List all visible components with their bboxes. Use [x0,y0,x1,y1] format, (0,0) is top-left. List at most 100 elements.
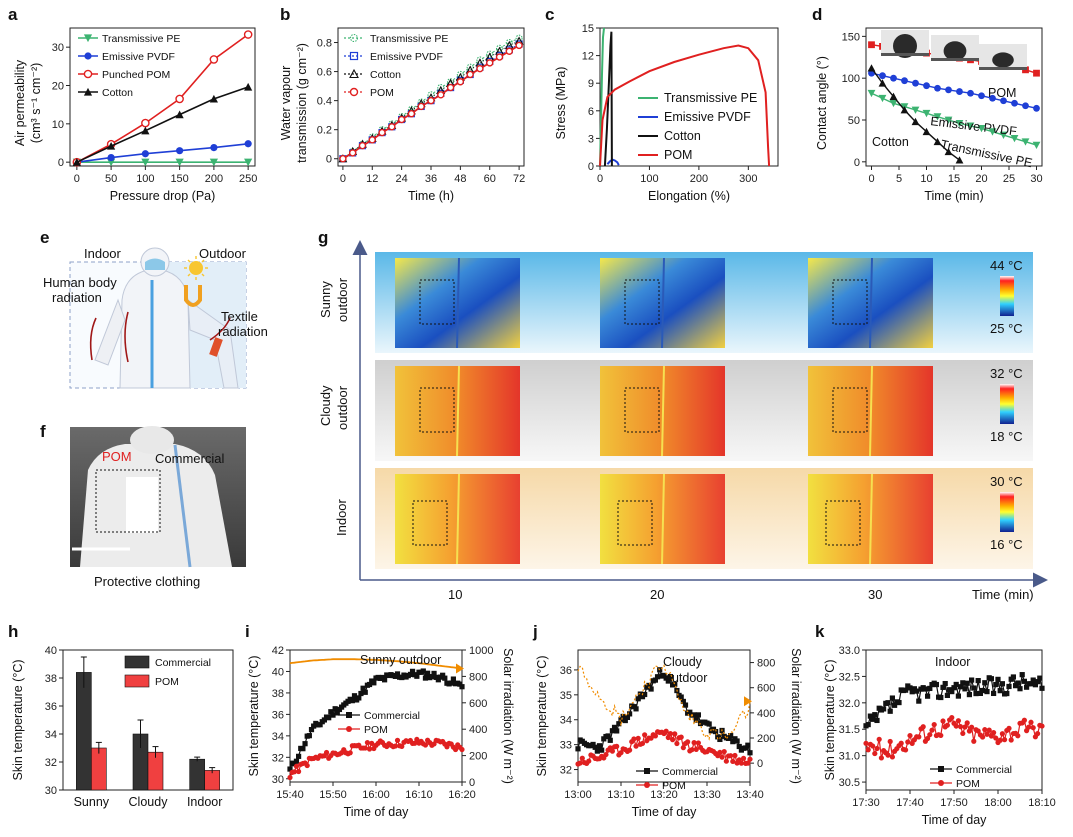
i-title: Sunny outdoor [360,653,441,667]
i-point [422,742,429,748]
k-point [892,702,898,708]
k-point [951,685,957,691]
thermal-pom-box [624,279,660,325]
k-xtick-label: 17:50 [940,797,968,809]
k-point [1030,677,1036,683]
k-point [1032,682,1038,688]
i-right-ytick-label: 800 [469,671,487,683]
c-plot-frame [599,27,779,167]
d-point [1033,104,1040,112]
b-point [348,149,357,157]
i-point [366,681,373,688]
j-point [693,717,699,723]
k-point [903,687,909,693]
a-legend-marker [84,52,92,60]
textile-radiation-label-1: Textile [221,309,258,324]
thermal-pom-box [832,387,868,433]
k-point [1015,680,1021,686]
droplet-icon [893,34,917,58]
panel-label-j: j [532,622,538,641]
i-point [304,762,310,769]
d-point [923,82,930,90]
i-point [358,690,364,697]
suit-visor [145,258,165,270]
j-point [713,728,719,735]
k-point [988,676,994,682]
b-point [466,63,474,71]
b-xtick-label: 12 [366,173,378,185]
k-point [940,718,946,724]
a-point [72,158,81,166]
i-point [323,749,330,756]
k-point [980,734,986,740]
k-point [931,721,937,728]
i-ytick-label: 42 [272,645,284,657]
i-point [435,677,441,683]
k-point [1035,679,1041,685]
j-point [596,743,603,749]
a-point [175,158,184,167]
k-point [1021,678,1027,684]
panel-label-h: h [8,622,18,641]
a-point [107,153,115,162]
h-category-label: Indoor [187,795,222,809]
k-point [966,728,973,734]
a-xtick-label: 50 [105,173,117,185]
j-legend-marker [644,768,650,774]
k-point [949,688,955,695]
thermal-pom-box [419,279,455,325]
thermal-pom-box [617,500,653,546]
d-point [1022,102,1029,110]
k-point [975,678,981,684]
j-point [652,677,658,683]
j-right-ytick-label: 800 [757,658,775,670]
k-title: Indoor [935,655,970,669]
d-point [912,79,919,87]
d-point [989,94,996,102]
d-point [911,117,920,126]
k-point [999,731,1006,737]
d-point [944,116,953,124]
j-point [721,749,727,755]
j-point [734,738,740,744]
j-point [618,750,624,756]
c-ytick-label: 9 [588,78,594,90]
j-point [661,672,667,679]
k-point [991,690,997,697]
k-point [925,693,931,699]
k-point [958,684,964,690]
k-point [865,721,871,728]
h-category-label: Cloudy [129,795,169,809]
b-point [515,34,523,42]
i-ytick-label: 32 [272,752,284,764]
thermal-zipper [661,257,665,349]
j-point [728,733,734,739]
i-legend-label: Commercial [364,710,420,722]
k-point [938,694,944,701]
k-point [905,739,911,745]
i-solar-line [289,658,463,670]
b-xtick-label: 48 [454,173,466,185]
j-point [614,728,620,734]
j-point [586,758,592,764]
a-xlabel: Pressure drop (Pa) [110,189,216,203]
a-point [107,141,116,150]
h-ytick-label: 36 [45,701,57,713]
k-point [1015,733,1021,739]
j-title-1: Cloudy [663,655,703,669]
j-right-ytick-label: 400 [757,708,775,720]
c-legend-label: POM [664,148,692,162]
panel-label-g: g [318,228,328,247]
k-point [938,732,944,739]
j-point [665,734,671,741]
d-point [999,131,1008,139]
k-point [944,692,950,699]
j-ylabel: Skin temperature (°C) [535,655,549,776]
a-ytick-label: 0 [58,157,64,169]
k-point [1008,737,1014,743]
d-annotation-pom: POM [988,86,1016,100]
d-point [933,137,942,146]
d-point [944,147,953,156]
j-point [719,754,725,760]
